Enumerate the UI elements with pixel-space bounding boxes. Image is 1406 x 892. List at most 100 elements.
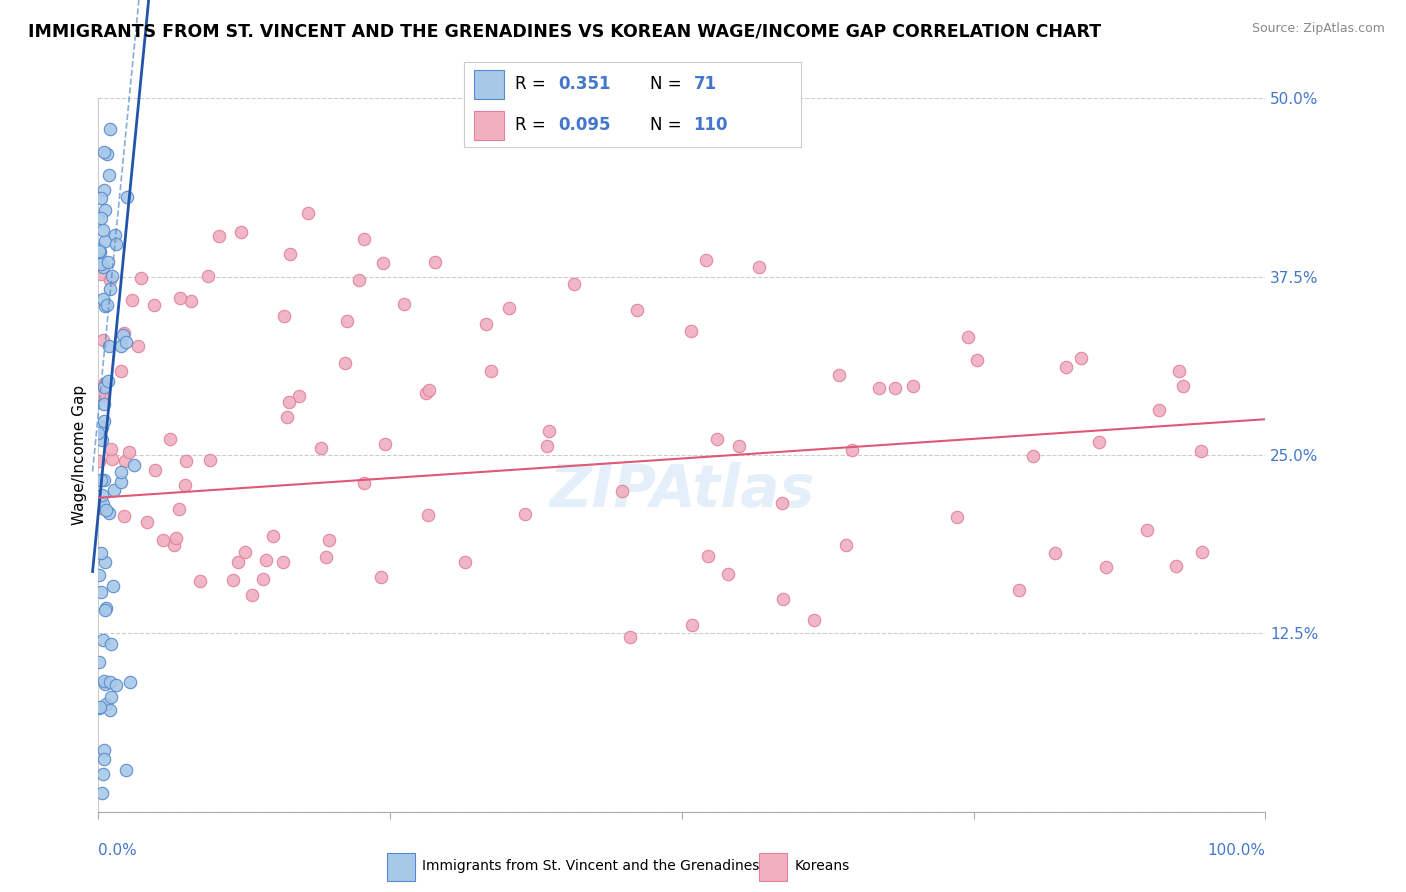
- Point: [87, 242, 110, 256]
- Point: [98, 122, 121, 136]
- Point: [94, 203, 117, 218]
- Point: [90, 190, 112, 204]
- Point: [87, 568, 110, 582]
- Point: [1149, 403, 1171, 417]
- Point: [1191, 545, 1213, 559]
- Point: [538, 424, 561, 438]
- Point: [418, 383, 440, 397]
- Point: [97, 374, 120, 388]
- Point: [90, 546, 112, 560]
- Point: [93, 632, 115, 647]
- Point: [118, 675, 141, 690]
- Point: [101, 451, 124, 466]
- Point: [87, 425, 110, 440]
- Point: [697, 549, 720, 563]
- Point: [101, 579, 124, 593]
- Text: R =: R =: [515, 76, 546, 94]
- Point: [98, 273, 121, 287]
- Point: [371, 256, 394, 270]
- Point: [91, 260, 114, 274]
- Point: [315, 549, 337, 564]
- Point: [619, 630, 641, 644]
- FancyBboxPatch shape: [387, 854, 415, 881]
- Point: [169, 502, 191, 516]
- Point: [1167, 364, 1189, 378]
- Point: [104, 227, 127, 242]
- Point: [695, 252, 717, 267]
- Text: 100.0%: 100.0%: [1208, 843, 1265, 858]
- Point: [174, 478, 197, 492]
- Point: [681, 618, 703, 632]
- Point: [165, 531, 187, 545]
- Point: [770, 496, 793, 510]
- Point: [278, 247, 301, 261]
- Point: [94, 555, 117, 569]
- Point: [180, 294, 202, 309]
- Point: [93, 767, 115, 781]
- Point: [100, 442, 122, 456]
- Point: [198, 452, 221, 467]
- Point: [90, 267, 112, 281]
- Point: [1189, 444, 1212, 458]
- Point: [93, 473, 115, 487]
- Text: Immigrants from St. Vincent and the Grenadines: Immigrants from St. Vincent and the Gren…: [422, 859, 759, 873]
- Point: [110, 339, 132, 353]
- Point: [1088, 434, 1111, 449]
- Point: [90, 488, 112, 502]
- Point: [1054, 360, 1077, 375]
- Point: [90, 584, 112, 599]
- Point: [89, 244, 111, 259]
- Point: [159, 432, 181, 446]
- Point: [353, 232, 375, 246]
- Point: [91, 498, 114, 512]
- Point: [93, 397, 115, 411]
- Point: [479, 364, 502, 378]
- Point: [228, 555, 250, 569]
- Text: N =: N =: [650, 116, 681, 134]
- Point: [93, 234, 115, 248]
- Point: [1008, 582, 1031, 597]
- Point: [901, 379, 924, 393]
- Point: [142, 298, 165, 312]
- Point: [127, 339, 149, 353]
- Point: [828, 368, 851, 382]
- Point: [370, 570, 392, 584]
- Text: 0.351: 0.351: [558, 76, 612, 94]
- Point: [423, 254, 446, 268]
- Point: [233, 545, 256, 559]
- Point: [90, 389, 112, 403]
- Point: [118, 444, 141, 458]
- FancyBboxPatch shape: [759, 854, 787, 881]
- Point: [772, 592, 794, 607]
- Point: [94, 601, 117, 615]
- Point: [416, 508, 439, 522]
- Text: ZIPAtlas: ZIPAtlas: [550, 462, 814, 519]
- Point: [163, 538, 186, 552]
- Point: [93, 145, 115, 160]
- Point: [121, 293, 143, 307]
- Point: [94, 677, 117, 691]
- Point: [112, 328, 135, 343]
- Point: [129, 271, 152, 285]
- Point: [610, 483, 633, 498]
- Point: [288, 389, 311, 403]
- Point: [454, 555, 477, 569]
- Point: [254, 553, 277, 567]
- Point: [415, 386, 437, 401]
- Point: [87, 244, 110, 259]
- Point: [105, 237, 128, 252]
- Point: [966, 352, 988, 367]
- Point: [98, 168, 121, 182]
- Text: R =: R =: [515, 116, 546, 134]
- Point: [169, 291, 191, 305]
- Point: [536, 439, 558, 453]
- Point: [143, 463, 166, 477]
- Point: [706, 432, 728, 446]
- Point: [297, 205, 319, 219]
- Point: [115, 763, 138, 777]
- Point: [748, 260, 770, 274]
- Point: [309, 441, 332, 455]
- Point: [717, 567, 740, 582]
- Point: [1022, 449, 1045, 463]
- Point: [562, 277, 585, 291]
